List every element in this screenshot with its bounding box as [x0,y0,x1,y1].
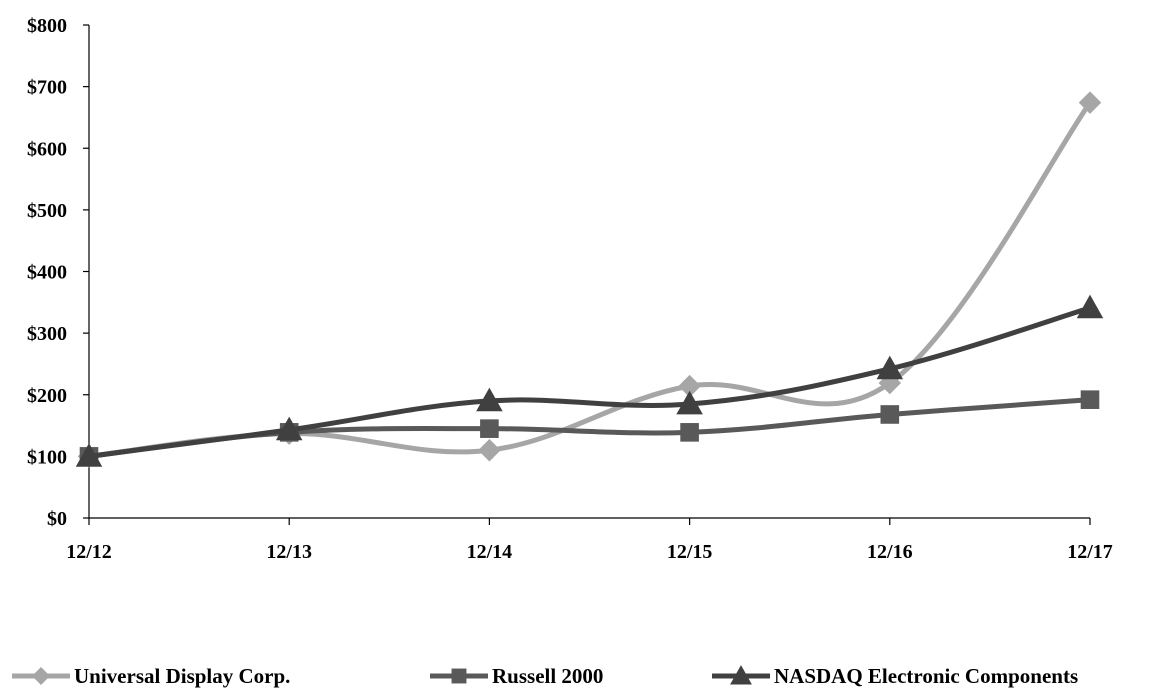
data-point [75,443,103,467]
legend-marker [730,665,752,685]
data-point [476,387,503,412]
x-tick-label: 12/15 [667,541,713,563]
series-line [86,305,1093,459]
y-tick-label: $800 [27,15,67,37]
y-tick-label: $0 [47,508,67,530]
series-line [86,397,1093,459]
data-point [1076,294,1104,319]
legend-item-russell-2000: Russell 2000 [430,664,603,688]
data-point [478,438,501,462]
axes: $0 $100 $200 $300 $400 $500 $600 $700 $800 12/12 1… [27,15,1113,563]
x-tick-label: 12/13 [266,541,312,563]
legend: Universal Display Corp. Russell 2000 NASDA… [12,664,1078,688]
y-tick-label: $200 [27,385,67,407]
legend-item-nasdaq-electronic-components: NASDAQ Electronic Components [712,664,1078,688]
legend-label: Universal Display Corp. [74,664,290,688]
x-tick-label: 12/14 [467,541,513,563]
legend-item-universal-display-corp: Universal Display Corp. [12,664,290,688]
series-nasdaq-electronic-components [75,294,1104,467]
y-tick-label: $700 [27,77,67,99]
legend-marker [32,667,50,685]
data-point [680,423,699,442]
series-layer [75,91,1104,468]
x-tick-label: 12/16 [867,541,913,563]
legend-marker [451,668,467,684]
data-point [1080,390,1100,409]
data-point [876,355,904,380]
data-point [1078,91,1102,114]
y-tick-label: $400 [27,262,67,284]
x-tick-label: 12/12 [66,541,112,563]
y-tick-label: $300 [27,323,67,345]
data-point [678,374,701,398]
data-point [275,416,303,441]
y-tick-label: $600 [27,138,67,160]
y-tick-label: $100 [27,446,67,468]
data-point [676,390,703,415]
legend-label: Russell 2000 [492,664,603,688]
legend-label: NASDAQ Electronic Components [774,664,1078,688]
y-tick-label: $500 [27,200,67,222]
x-tick-label: 12/17 [1067,541,1113,563]
data-point [880,405,900,424]
data-point [480,419,499,438]
